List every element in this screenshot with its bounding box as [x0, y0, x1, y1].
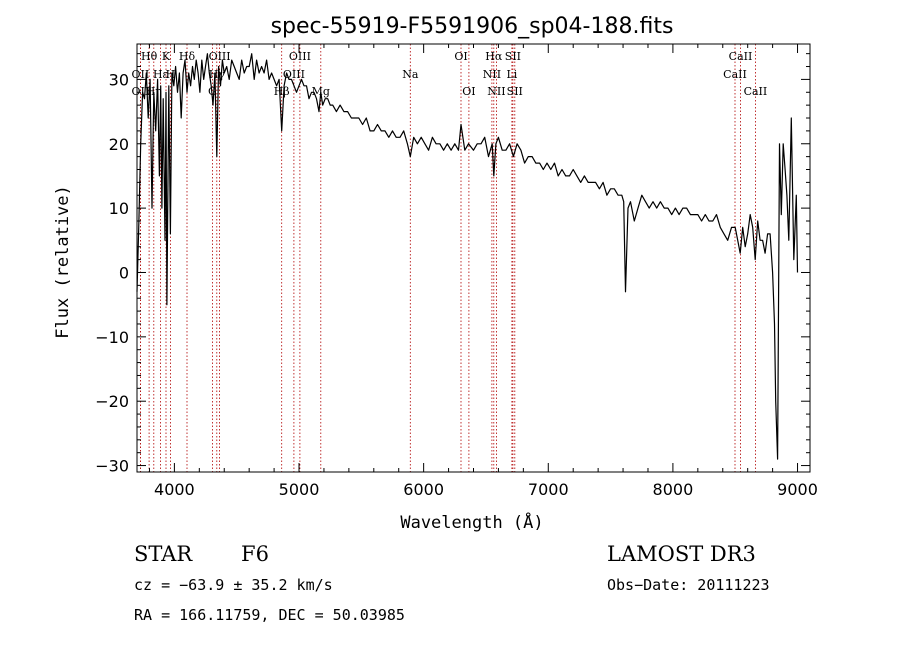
redshift-velocity: cz = −63.9 ± 35.2 km/s [134, 576, 333, 594]
y-tick-label: −30 [95, 457, 129, 476]
spectral-line-label: Li [506, 68, 517, 81]
subclass: F6 [241, 542, 269, 566]
y-tick-label: 10 [109, 199, 129, 218]
spectral-line-label: Hγ [209, 68, 226, 81]
x-tick-label: 6000 [403, 480, 444, 499]
spectral-line-label: K [162, 50, 171, 63]
spectral-line-label: Hα [485, 50, 503, 63]
spectral-line-label: NII [487, 85, 505, 98]
spectral-line-label: Hθ [141, 50, 158, 63]
spectral-line-label: CaII [723, 68, 747, 81]
spectral-line-label: OI [462, 85, 475, 98]
y-tick-label: −10 [95, 328, 129, 347]
x-tick-label: 5000 [279, 480, 320, 499]
spectrum-line [136, 53, 799, 460]
spectral-line-label: Hε [153, 68, 169, 81]
ra-dec-coordinates: RA = 166.11759, DEC = 50.03985 [134, 606, 405, 624]
y-tick-label: 30 [109, 70, 129, 89]
y-tick-label: 0 [119, 263, 129, 282]
spectral-line-label: Hβ [274, 85, 290, 98]
spectral-line-label: CaII [729, 50, 753, 63]
x-tick-label: 4000 [154, 480, 195, 499]
spectral-line-label: SII [507, 85, 523, 98]
x-axis-ticks: 4000 5000 6000 7000 8000 9000 [148, 44, 818, 499]
spectral-line-label: Hδ [179, 50, 196, 63]
object-class: STAR [134, 542, 193, 566]
y-axis-label: Flux (relative) [53, 185, 73, 339]
y-axis-ticks: −30 −20 −10 0 10 20 30 [95, 53, 810, 476]
spectral-line-label: OIII [289, 50, 311, 63]
spectral-line-label: NII [483, 68, 501, 81]
x-axis-label: Wavelength (Å) [400, 511, 543, 533]
spectral-line-label: H [166, 68, 176, 81]
spectral-line-label: CaII [744, 85, 768, 98]
chart-title: spec-55919-F5591906_sp04-188.fits [271, 14, 674, 39]
x-tick-label: 9000 [777, 480, 818, 499]
spectral-line-label: G [208, 85, 217, 98]
y-tick-label: −20 [95, 392, 129, 411]
observation-date: Obs−Date: 20111223 [607, 576, 770, 594]
x-tick-label: 8000 [653, 480, 694, 499]
spectral-line-markers [139, 44, 756, 472]
spectral-line-label: Mg [312, 85, 330, 98]
survey-name: LAMOST DR3 [607, 542, 756, 566]
plot-frame [136, 43, 811, 473]
spectral-line-label: OI [454, 50, 467, 63]
spectral-line-label: Na [402, 68, 419, 81]
spectral-line-label: OII [132, 68, 150, 81]
spectral-line-label: SII [505, 50, 521, 63]
spectral-line-label: OIII [209, 50, 231, 63]
y-tick-label: 20 [109, 135, 129, 154]
x-tick-label: 7000 [528, 480, 569, 499]
